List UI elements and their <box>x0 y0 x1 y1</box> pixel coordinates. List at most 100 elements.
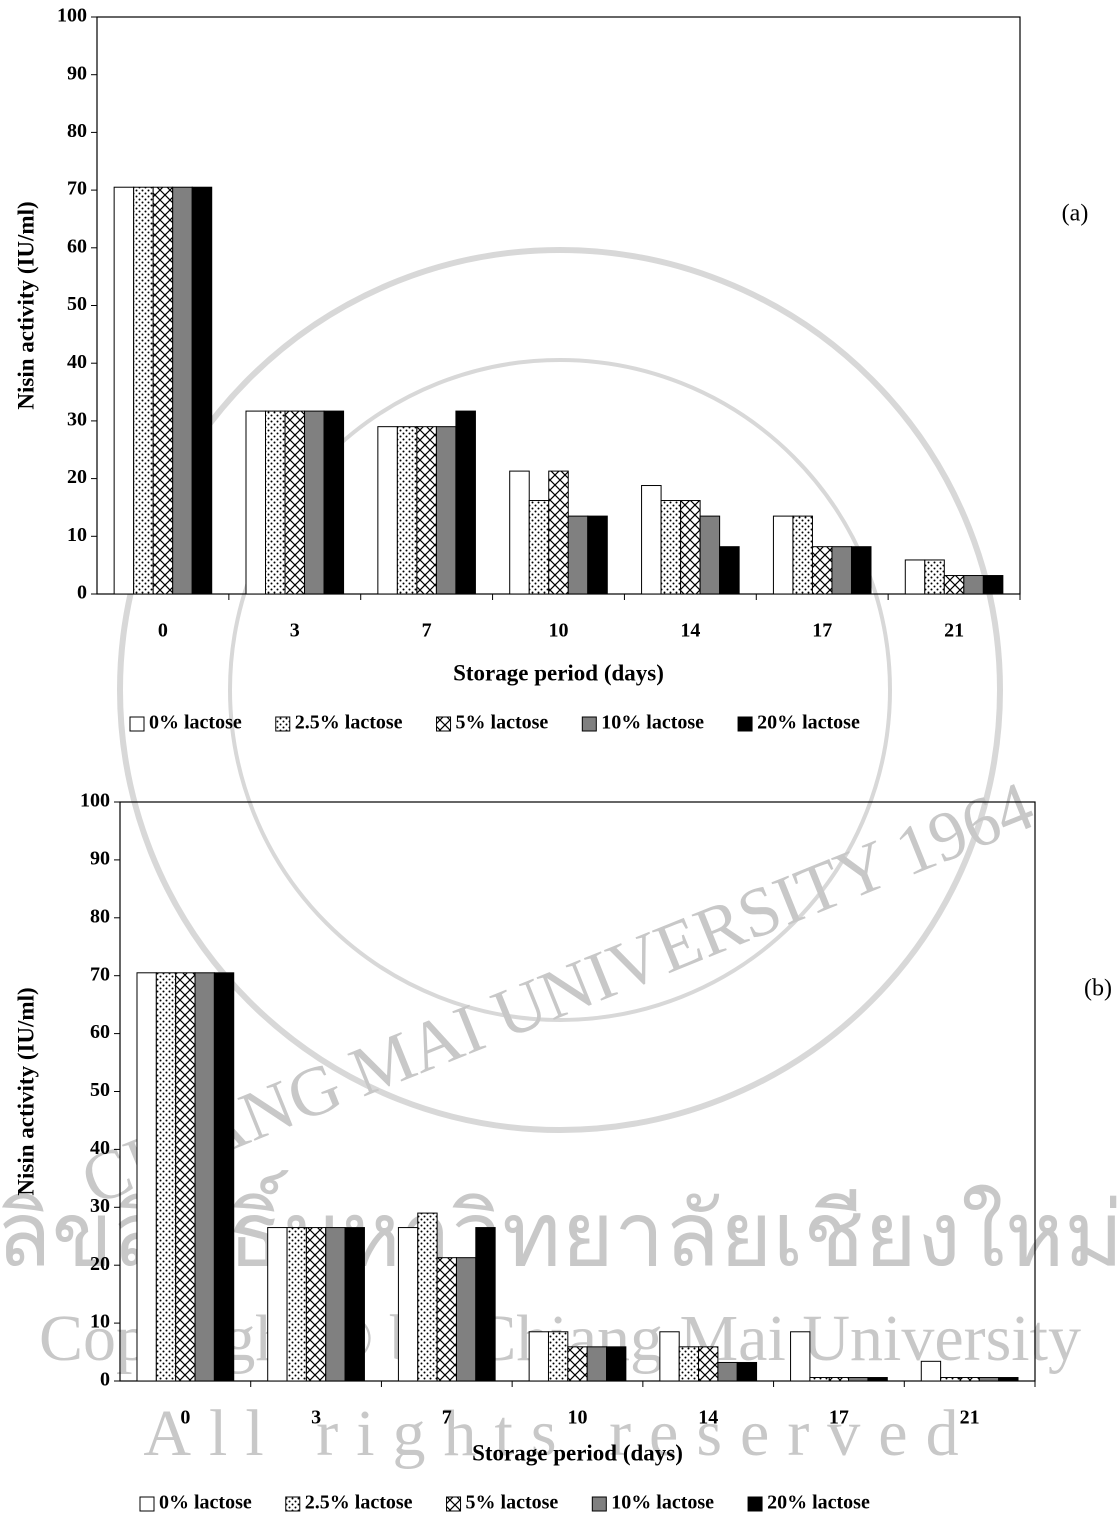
bar <box>345 1228 364 1381</box>
panel-label: (b) <box>1084 976 1112 1002</box>
legend-label: 5% lactose <box>456 712 549 734</box>
bar <box>587 1347 606 1381</box>
bar <box>266 411 286 594</box>
y-tick-label: 40 <box>90 1137 110 1159</box>
bar <box>326 1228 345 1381</box>
bar <box>921 1361 940 1381</box>
y-tick-label: 80 <box>90 905 110 927</box>
bar <box>718 1362 737 1381</box>
y-tick-label: 0 <box>77 582 87 604</box>
bar <box>868 1378 887 1381</box>
x-tick-label: 7 <box>422 620 432 642</box>
bar <box>176 973 195 1381</box>
bar <box>529 501 549 594</box>
y-tick-label: 40 <box>67 351 87 373</box>
legend-swatch <box>447 1497 461 1511</box>
bar <box>137 973 156 1381</box>
bar <box>851 547 871 594</box>
bar <box>214 973 233 1381</box>
x-tick-label: 17 <box>812 620 832 642</box>
bar <box>812 547 832 594</box>
x-axis-label: Storage period (days) <box>453 660 664 685</box>
bar <box>398 1228 417 1381</box>
y-tick-label: 50 <box>90 1079 110 1101</box>
bar <box>287 1228 306 1381</box>
bar <box>944 576 964 594</box>
bar <box>642 486 662 594</box>
y-tick-label: 10 <box>67 524 87 546</box>
bar <box>700 516 720 594</box>
bar <box>810 1378 829 1381</box>
x-tick-label: 21 <box>944 620 964 642</box>
y-tick-label: 20 <box>90 1253 110 1275</box>
legend-label: 10% lactose <box>611 1492 714 1514</box>
bar <box>568 1347 587 1381</box>
bar <box>417 427 437 594</box>
bar <box>156 973 175 1381</box>
bar <box>306 1228 325 1381</box>
bar <box>476 1228 495 1381</box>
y-tick-label: 60 <box>90 1021 110 1043</box>
y-tick-label: 20 <box>67 466 87 488</box>
x-tick-label: 3 <box>290 620 300 642</box>
y-tick-label: 0 <box>100 1369 110 1391</box>
legend-swatch <box>738 717 752 731</box>
legend-label: 20% lactose <box>767 1492 870 1514</box>
bar <box>192 187 212 594</box>
bar <box>418 1213 437 1381</box>
legend-swatch <box>582 717 596 731</box>
bar <box>660 1332 679 1381</box>
legend-label: 0% lactose <box>159 1492 252 1514</box>
y-tick-label: 30 <box>67 408 87 430</box>
legend-swatch <box>130 717 144 731</box>
y-axis-label: Nisin activity (IU/ml) <box>13 201 38 409</box>
x-tick-label: 0 <box>158 620 168 642</box>
bar <box>246 411 266 594</box>
bar <box>268 1228 287 1381</box>
bar <box>456 1258 475 1381</box>
y-tick-label: 100 <box>57 5 87 27</box>
x-tick-label: 14 <box>698 1407 718 1429</box>
x-tick-label: 10 <box>568 1407 588 1429</box>
bar <box>679 1347 698 1381</box>
bar <box>436 427 456 594</box>
bar <box>829 1378 848 1381</box>
bar <box>568 516 588 594</box>
bar <box>529 1332 548 1381</box>
bar <box>305 411 325 594</box>
y-tick-label: 10 <box>90 1311 110 1333</box>
y-tick-label: 90 <box>90 847 110 869</box>
y-tick-label: 100 <box>80 790 110 812</box>
y-tick-label: 50 <box>67 293 87 315</box>
bar <box>114 187 134 594</box>
bar <box>134 187 154 594</box>
bar <box>999 1378 1018 1381</box>
legend-label: 10% lactose <box>601 712 704 734</box>
y-tick-label: 70 <box>67 178 87 200</box>
bar <box>549 471 569 594</box>
bar <box>773 516 793 594</box>
x-tick-label: 7 <box>442 1407 452 1429</box>
legend-swatch <box>437 717 451 731</box>
legend-swatch <box>276 717 290 731</box>
bar <box>791 1332 810 1381</box>
bar <box>548 1332 567 1381</box>
bar <box>905 560 925 594</box>
bar <box>720 547 740 594</box>
bar <box>324 411 344 594</box>
x-tick-label: 3 <box>311 1407 321 1429</box>
bar <box>979 1378 998 1381</box>
y-tick-label: 70 <box>90 963 110 985</box>
bar <box>437 1258 456 1381</box>
x-tick-label: 17 <box>829 1407 849 1429</box>
bar <box>925 560 945 594</box>
bar <box>849 1378 868 1381</box>
x-tick-label: 0 <box>180 1407 190 1429</box>
legend-swatch <box>592 1497 606 1511</box>
legend-label: 2.5% lactose <box>305 1492 413 1514</box>
bar <box>941 1378 960 1381</box>
bar <box>983 576 1003 594</box>
y-tick-label: 30 <box>90 1195 110 1217</box>
bar <box>699 1347 718 1381</box>
y-tick-label: 90 <box>67 62 87 84</box>
